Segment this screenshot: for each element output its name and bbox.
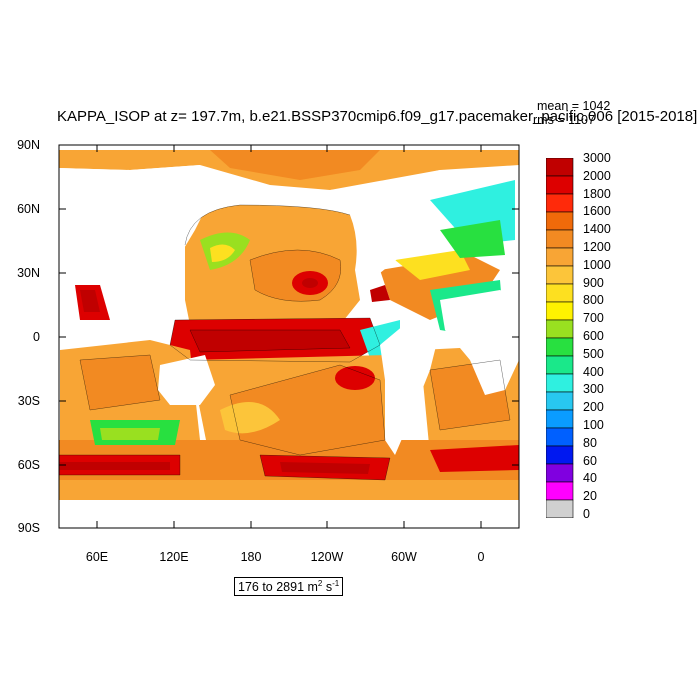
colorbar-swatch [546, 481, 574, 501]
mean-stat: mean = 1042 [537, 99, 611, 113]
y-tick-label: 60S [17, 458, 40, 472]
range-unit-sup: 2 [317, 579, 323, 588]
colorbar-swatch [546, 409, 574, 429]
colorbar-label: 1000 [583, 257, 611, 272]
colorbar-swatch [546, 463, 574, 483]
colorbar-label: 0 [583, 507, 590, 521]
africa-land [440, 290, 519, 395]
colorbar-label: 60 [583, 453, 597, 468]
colorbar-swatch [546, 445, 574, 465]
colorbar-swatch [546, 355, 574, 375]
colorbar-label: 20 [583, 489, 597, 504]
colorbar-label: 40 [583, 471, 597, 486]
colorbar-swatch [546, 391, 574, 411]
colorbar-swatch [546, 337, 574, 357]
asia-land [59, 165, 210, 330]
colorbar-label: 400 [583, 364, 604, 379]
colorbar-swatch [546, 247, 574, 267]
x-tick-label: 120E [159, 550, 189, 564]
range-label: 176 to 2891 m2 s-1 [234, 577, 344, 597]
colorbar-label: 1400 [583, 222, 611, 237]
colorbar-label: 1200 [583, 240, 611, 254]
colorbar-label: 100 [583, 418, 604, 432]
rms-stat: rms = 1107 [533, 113, 595, 127]
colorbar-swatch [546, 283, 574, 303]
colorbar-label: 700 [583, 311, 604, 326]
colorbar-label: 200 [583, 400, 604, 415]
colorbar-swatch [546, 427, 574, 447]
colorbar-swatch [546, 193, 574, 213]
range-text: 176 to 2891 m [238, 580, 318, 595]
range-unit: s [322, 580, 333, 595]
colorbar-label: 1600 [583, 204, 611, 219]
colorbar-label: 500 [583, 346, 604, 361]
colorbar-label: 2000 [583, 168, 611, 183]
colorbar-swatch [546, 211, 574, 231]
colorbar-label: 800 [583, 293, 604, 308]
y-tick-label: 90N [17, 138, 40, 152]
colorbar-swatch [546, 265, 574, 285]
colorbar-swatch [546, 373, 574, 393]
colorbar-label: 900 [583, 275, 604, 290]
y-tick-label: 30N [17, 266, 40, 280]
x-tick-label: 60E [85, 550, 109, 564]
colorbar-label: 300 [583, 382, 604, 397]
colorbar-label: 600 [583, 329, 604, 343]
x-tick-label: 60W [391, 550, 417, 564]
map-title: KAPPA_ISOP at z= 197.7m, b.e21.BSSP370cm… [57, 108, 698, 125]
y-tick-label: 60N [17, 202, 40, 216]
australia-land [158, 355, 215, 405]
colorbar-swatch [546, 319, 574, 339]
colorbar-swatch [546, 175, 574, 195]
colorbar-swatch [546, 158, 574, 177]
range-unit-sup: -1 [332, 579, 340, 588]
south-america-land [380, 320, 440, 455]
colorbar-swatch [546, 229, 574, 249]
y-tick-label: 90S [17, 521, 40, 535]
colorbar [546, 158, 574, 518]
x-tick-label: 180 [240, 550, 262, 564]
colorbar-swatch [546, 499, 574, 518]
x-tick-label: 0 [477, 550, 485, 564]
colorbar-swatch [546, 301, 574, 321]
colorbar-label: 1800 [583, 186, 611, 201]
y-tick-label: 30S [17, 394, 40, 408]
y-tick-label: 0 [33, 330, 40, 344]
colorbar-label: 3000 [583, 151, 611, 165]
x-tick-label: 120W [310, 550, 344, 564]
north-america-land [330, 170, 440, 285]
colorbar-label: 80 [583, 435, 597, 450]
